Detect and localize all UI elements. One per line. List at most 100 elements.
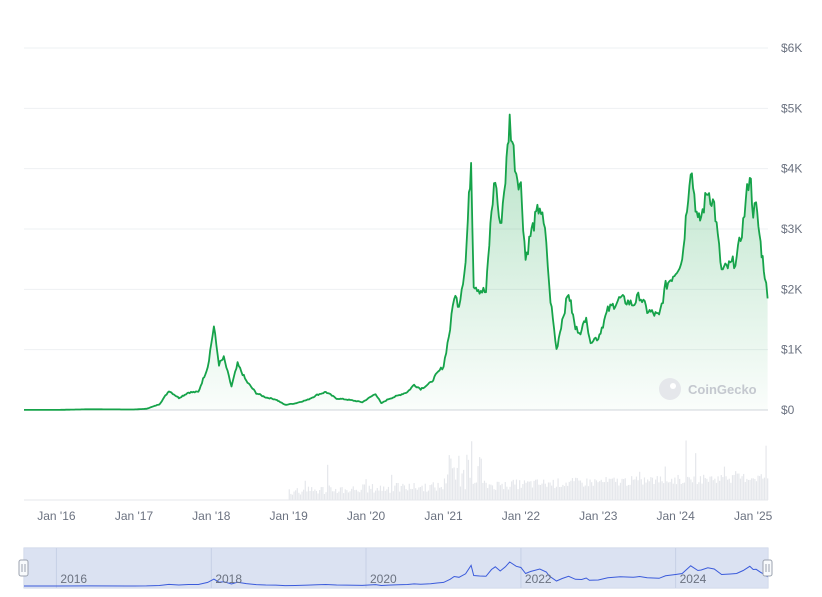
volume-bar (629, 484, 631, 500)
volume-bar (459, 486, 462, 500)
volume-bar (496, 481, 498, 500)
volume-bar (379, 485, 382, 500)
volume-bar (346, 490, 348, 500)
volume-bar (368, 485, 370, 500)
y-tick-label: $4K (781, 162, 802, 176)
navigator-label: 2022 (525, 572, 552, 586)
volume-bar (317, 493, 319, 500)
volume-bar (427, 490, 430, 500)
volume-bar (501, 483, 503, 500)
volume-bar (627, 484, 630, 500)
volume-bar (698, 482, 700, 500)
volume-bar (378, 490, 380, 500)
volume-bar (320, 487, 322, 500)
volume-bar (565, 482, 567, 500)
volume-bar (331, 491, 334, 500)
navigator-left-handle[interactable] (18, 559, 29, 577)
y-tick-label: $1K (781, 343, 802, 357)
volume-bar (701, 483, 703, 500)
volume-bar (719, 480, 721, 500)
volume-bar (544, 483, 546, 500)
volume-bar (311, 487, 313, 500)
volume-bar (570, 480, 572, 500)
x-tick-label: Jan '16 (37, 509, 76, 523)
volume-bar (290, 493, 292, 500)
volume-bar (712, 480, 714, 500)
volume-bar (432, 482, 434, 500)
volume-bar (723, 466, 726, 500)
volume-bar (520, 487, 522, 500)
volume-bar (400, 485, 402, 500)
volume-bar (656, 476, 658, 500)
volume-bar (523, 480, 526, 500)
volume-bar (325, 492, 327, 500)
volume-bar (562, 484, 564, 500)
volume-bar (362, 484, 364, 500)
volume-bar (370, 488, 372, 500)
navigator-selected-range[interactable] (24, 548, 768, 588)
volume-bar (498, 481, 500, 500)
volume-bar (383, 486, 385, 500)
volume-bar (690, 479, 692, 500)
volume-bar (637, 480, 639, 500)
volume-bar (573, 481, 575, 500)
x-tick-label: Jan '18 (192, 509, 231, 523)
volume-bar (538, 484, 540, 500)
volume-bar (736, 473, 738, 500)
price-line (24, 113, 769, 411)
range-navigator[interactable]: 2016 2018 2020 2022 2024 (18, 547, 773, 589)
volume-bar (608, 478, 610, 500)
volume-bar (616, 478, 618, 500)
volume-bar (298, 492, 300, 500)
volume-bar (522, 484, 524, 500)
volume-bar (413, 483, 415, 500)
volume-bar (448, 455, 450, 500)
volume-bar (551, 485, 553, 500)
price-area-fill (24, 114, 768, 410)
volume-bar (499, 485, 502, 500)
volume-bar (552, 479, 554, 500)
volume-bar (327, 464, 329, 500)
volume-bar (387, 486, 390, 500)
volume-bar (543, 479, 545, 500)
volume-bar (322, 487, 324, 500)
volume-bar (435, 490, 438, 500)
volume-bar (661, 481, 663, 500)
volume-bar (741, 476, 743, 500)
volume-bar (728, 478, 730, 500)
volume-bar (674, 477, 676, 500)
volume-bar (371, 484, 374, 500)
volume-bar (659, 476, 662, 500)
volume-bar (722, 477, 724, 500)
volume-bar (488, 484, 490, 500)
volume-bar (591, 482, 593, 500)
volume-bar (695, 453, 697, 500)
volume-bar (376, 487, 378, 500)
volume-bar (445, 483, 447, 500)
volume-bar (755, 481, 758, 500)
volume-bar (635, 476, 638, 500)
volume-bar (696, 484, 698, 500)
volume-bar (757, 475, 759, 500)
volume-bar (504, 481, 506, 500)
volume-bar (640, 479, 642, 500)
volume-bar (731, 475, 734, 500)
volume-bar (384, 490, 386, 500)
volume-bar (351, 488, 353, 500)
volume-bar (619, 482, 622, 500)
volume-bar (447, 474, 449, 500)
navigator-right-handle[interactable] (762, 559, 773, 577)
navigator-label: 2024 (680, 572, 707, 586)
volume-bar (763, 477, 766, 500)
volume-bar (527, 481, 529, 500)
volume-bar (363, 484, 366, 500)
volume-bar (563, 486, 566, 500)
volume-bar (515, 479, 518, 500)
volume-bar (469, 477, 471, 500)
volume-bar (639, 471, 641, 500)
volume-bar (530, 481, 532, 500)
volume-bar (288, 489, 290, 500)
volume-bar (586, 478, 588, 500)
volume-bar (671, 478, 673, 500)
